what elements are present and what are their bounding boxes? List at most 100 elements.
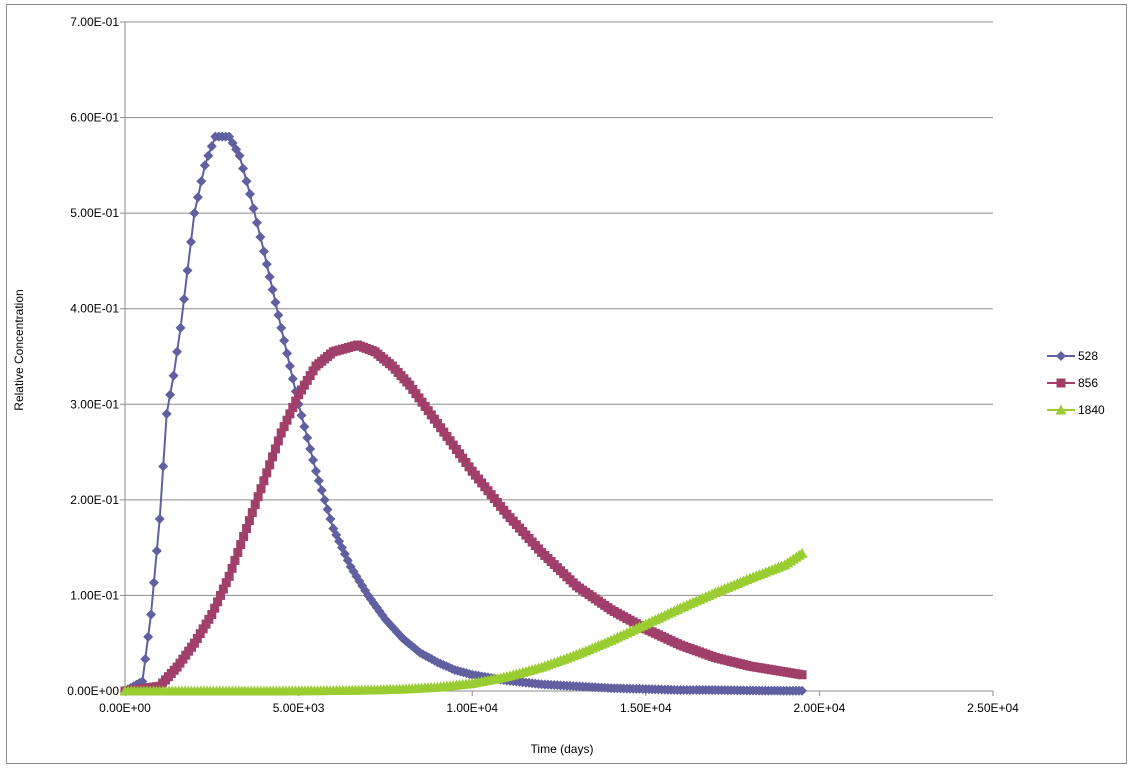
x-tick-label: 1.50E+04 [620,701,672,715]
line-chart: 0.00E+00 1.00E-01 2.00E-01 3.00E-01 4.00E-01… [7,5,1128,765]
data-point [182,265,192,275]
y-tick-label: 2.00E-01 [70,493,119,507]
data-point [176,323,186,333]
data-point [200,160,210,170]
data-point [165,390,175,400]
data-point [140,654,150,664]
data-point [262,468,271,477]
axes: 0.00E+00 1.00E-01 2.00E-01 3.00E-01 4.00E-01… [67,15,1019,715]
legend-label: 1840 [1078,403,1105,417]
y-tick-label: 0.00E+00 [67,684,119,698]
legend-item-1840: 1840 [1047,403,1105,417]
legend-marker [1056,351,1066,361]
y-tick-label: 4.00E-01 [70,302,119,316]
data-point [242,524,251,533]
data-point [158,461,168,471]
series-plot [120,132,808,696]
data-point [325,514,335,524]
data-point [285,361,295,371]
data-point [207,141,217,151]
data-point [193,192,203,202]
data-point [233,548,242,557]
data-point [230,556,239,565]
data-point [798,670,807,679]
data-point [239,532,248,541]
data-point [196,176,206,186]
data-point [152,546,162,556]
x-tick-label: 0.00E+00 [99,701,151,715]
data-point [172,347,182,357]
data-point [265,460,274,469]
chart-area: 0.00E+00 1.00E-01 2.00E-01 3.00E-01 4.00E-01… [6,4,1127,764]
data-point [323,504,333,514]
data-point [262,259,272,269]
data-point [203,151,213,161]
data-point [268,452,277,461]
data-point [179,294,189,304]
x-tick-label: 1.00E+04 [446,701,498,715]
data-point [274,436,283,445]
data-point [311,466,321,476]
data-point [296,410,306,420]
data-point [186,237,196,247]
data-point [279,336,289,346]
y-tick-label: 7.00E-01 [70,15,119,29]
y-axis-label: Relative Concentration [12,289,26,410]
legend-item-528: 528 [1047,349,1098,363]
y-tick-label: 3.00E-01 [70,397,119,411]
data-point [155,514,165,524]
x-tick-label: 5.00E+03 [273,701,325,715]
data-point [245,189,255,199]
data-point [308,455,318,465]
series-856 [121,341,807,696]
data-point [238,164,248,174]
data-point [254,492,263,501]
data-point [299,422,309,432]
y-tick-label: 1.00E-01 [70,588,119,602]
data-point [162,409,172,419]
data-point [256,484,265,493]
data-point [302,433,312,443]
data-point [225,572,234,581]
data-point [189,208,199,218]
data-point [169,371,179,381]
legend-item-856: 856 [1047,376,1098,390]
data-point [268,285,278,295]
y-tick-label: 6.00E-01 [70,111,119,125]
data-point [270,297,280,307]
y-tick-label: 5.00E-01 [70,206,119,220]
data-point [251,500,260,509]
data-point [236,540,245,549]
data-point [248,508,257,517]
legend-marker [1057,379,1066,388]
data-point [265,272,275,282]
legend-label: 856 [1078,376,1098,390]
data-point [242,176,252,186]
x-tick-label: 2.00E+04 [794,701,846,715]
data-point [314,476,324,486]
data-point [317,485,327,495]
data-point [252,218,262,228]
data-point [271,444,280,453]
data-point [259,476,268,485]
data-point [228,564,237,573]
data-point [248,203,258,213]
data-point [282,348,292,358]
legend: 528 856 1840 [1047,349,1105,417]
series-528 [120,132,807,696]
legend-label: 528 [1078,349,1098,363]
data-point [320,495,330,505]
data-point [259,246,269,256]
x-axis-label: Time (days) [531,742,594,756]
data-point [255,232,265,242]
x-tick-label: 2.50E+04 [967,701,1019,715]
data-point [143,632,153,642]
data-point [305,444,315,454]
series-line [125,137,802,691]
data-point [149,578,159,588]
data-point [146,610,156,620]
data-point [288,374,298,384]
data-point [273,310,283,320]
series-line [125,345,802,691]
data-point [276,323,286,333]
